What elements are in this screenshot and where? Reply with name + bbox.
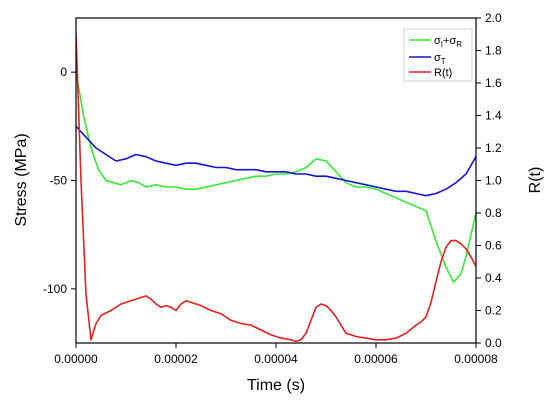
x-tick-label: 0.00006 [354, 352, 398, 366]
legend-label-transmitted: σT [434, 52, 446, 66]
y-right-tick-label: 2.0 [485, 11, 502, 25]
x-tick-label: 0.00004 [254, 352, 298, 366]
y-right-tick-label: 1.0 [485, 174, 502, 188]
series-line-incident-plus-reflected [76, 71, 476, 284]
ticks-layer: 0.00000 0.00002 0.00004 0.00006 0.00008 0 -50 -… [43, 11, 502, 366]
y-right-tick-label: 0.2 [485, 304, 502, 318]
x-tick-label: 0.00008 [454, 352, 498, 366]
y-left-tick-label: -50 [50, 174, 68, 188]
y-right-tick-label: 0.6 [485, 239, 502, 253]
series-line-ratio [76, 33, 476, 343]
x-axis-title: Time (s) [247, 377, 305, 394]
y-left-axis-title: Stress (MPa) [13, 133, 30, 226]
y-right-axis-title: R(t) [527, 167, 544, 194]
y-right-tick-label: 1.4 [485, 109, 502, 123]
x-tick-label: 0.00000 [54, 352, 98, 366]
legend-label-ratio: R(t) [434, 67, 452, 79]
y-right-tick-label: 1.8 [485, 44, 502, 58]
y-right-tick-label: 1.6 [485, 76, 502, 90]
y-left-tick-label: -100 [43, 282, 67, 296]
series-line-transmitted [76, 125, 476, 197]
y-right-tick-label: 1.2 [485, 141, 502, 155]
y-right-tick-label: 0.0 [485, 336, 502, 350]
legend: σI+σR σT R(t) [403, 28, 473, 82]
y-right-tick-label: 0.4 [485, 271, 502, 285]
series-layer [76, 33, 476, 343]
y-left-tick-label: 0 [60, 65, 67, 79]
legend-label-sum: σI+σR [434, 35, 462, 49]
x-tick-label: 0.00002 [154, 352, 198, 366]
y-right-tick-label: 0.8 [485, 206, 502, 220]
